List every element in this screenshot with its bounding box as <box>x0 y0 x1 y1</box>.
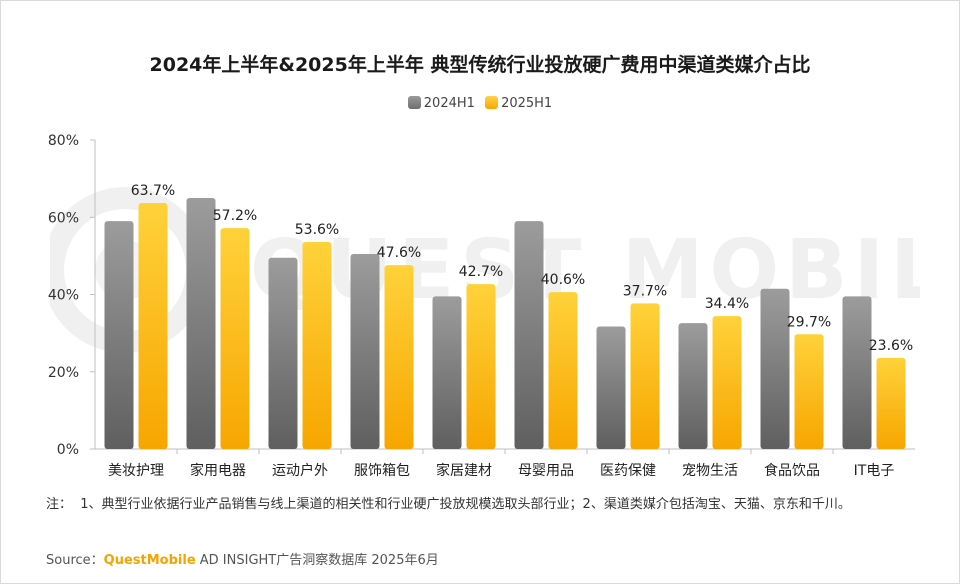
bar-2025H1-7 <box>712 316 742 449</box>
data-label: 47.6% <box>377 245 421 261</box>
legend-label-2025: 2025H1 <box>501 96 553 111</box>
x-tick-label: IT电子 <box>854 463 895 479</box>
bar-2025H1-2 <box>302 241 332 449</box>
bar-2024H1-9 <box>842 296 872 449</box>
bar-2024H1-5 <box>514 221 544 449</box>
data-label: 37.7% <box>623 283 667 299</box>
footnote-prefix: 注： <box>46 497 73 512</box>
data-label: 63.7% <box>131 183 175 199</box>
source-label: Source： <box>46 553 104 568</box>
data-label: 57.2% <box>213 208 257 224</box>
bar-2024H1-0 <box>104 221 134 449</box>
footnote-text: 1、典型行业依据行业产品销售与线上渠道的相关性和行业硬广投放规模选取头部行业；2… <box>80 497 851 512</box>
data-label: 53.6% <box>295 222 339 238</box>
bar-2025H1-9 <box>876 357 906 449</box>
legend-swatch-2025 <box>485 96 499 109</box>
x-tick-label: 运动户外 <box>272 462 328 479</box>
y-tick-label: 60% <box>48 210 79 226</box>
bar-2025H1-0 <box>138 202 168 449</box>
legend-swatch-2024 <box>407 96 421 109</box>
bar-2024H1-7 <box>678 323 708 449</box>
y-tick-label: 40% <box>48 288 79 304</box>
x-tick-label: 服饰箱包 <box>354 463 410 479</box>
bar-2025H1-5 <box>548 292 578 449</box>
x-tick-label: 宠物生活 <box>682 463 738 479</box>
y-tick-label: 0% <box>57 442 79 458</box>
y-tick-label: 80% <box>48 133 79 149</box>
bar-2025H1-1 <box>220 228 250 449</box>
data-label: 42.7% <box>459 264 503 280</box>
bar-2024H1-8 <box>760 288 790 449</box>
bar-2025H1-4 <box>466 284 496 449</box>
footnote: 注： 1、典型行业依据行业产品销售与线上渠道的相关性和行业硬广投放规模选取头部行… <box>46 495 926 514</box>
x-tick-label: 医药保健 <box>600 463 656 479</box>
legend: 2024H1 2025H1 <box>0 96 960 111</box>
x-tick-label: 食品饮品 <box>764 462 820 479</box>
x-tick-label: 家用电器 <box>190 462 246 479</box>
chart-title: 2024年上半年&2025年上半年 典型传统行业投放硬广费用中渠道类媒介占比 <box>149 54 811 76</box>
bar-2024H1-3 <box>350 253 380 449</box>
legend-item-2024: 2024H1 <box>407 96 475 111</box>
x-tick-label: 家居建材 <box>436 462 492 479</box>
bar-2024H1-6 <box>596 326 626 449</box>
bar-2024H1-2 <box>268 257 298 449</box>
data-label: 23.6% <box>869 338 913 354</box>
data-label: 34.4% <box>705 296 749 312</box>
source-line: Source：QuestMobile AD INSIGHT广告洞察数据库 202… <box>46 549 439 568</box>
bar-2025H1-6 <box>630 303 660 449</box>
source-rest: AD INSIGHT广告洞察数据库 2025年6月 <box>195 553 439 568</box>
source-brand: QuestMobile <box>103 553 196 568</box>
y-tick-label: 20% <box>48 365 79 381</box>
bar-2024H1-4 <box>432 296 462 449</box>
bar-2025H1-8 <box>794 334 824 449</box>
legend-label-2024: 2024H1 <box>423 96 475 111</box>
bar-2024H1-1 <box>186 197 216 449</box>
data-label: 40.6% <box>541 272 585 288</box>
bar-2025H1-3 <box>384 265 414 449</box>
x-tick-label: 美妆护理 <box>108 463 164 479</box>
legend-item-2025: 2025H1 <box>485 96 552 111</box>
data-label: 29.7% <box>787 314 831 330</box>
x-tick-label: 母婴用品 <box>518 463 574 479</box>
